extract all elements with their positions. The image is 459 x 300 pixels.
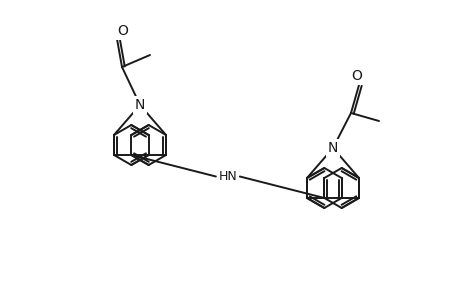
Text: N: N	[327, 141, 337, 155]
Text: N: N	[327, 141, 337, 155]
Text: N: N	[134, 98, 145, 112]
Text: HN: HN	[218, 170, 237, 183]
Text: O: O	[118, 24, 128, 38]
Text: N: N	[134, 98, 145, 112]
Text: O: O	[351, 69, 362, 83]
